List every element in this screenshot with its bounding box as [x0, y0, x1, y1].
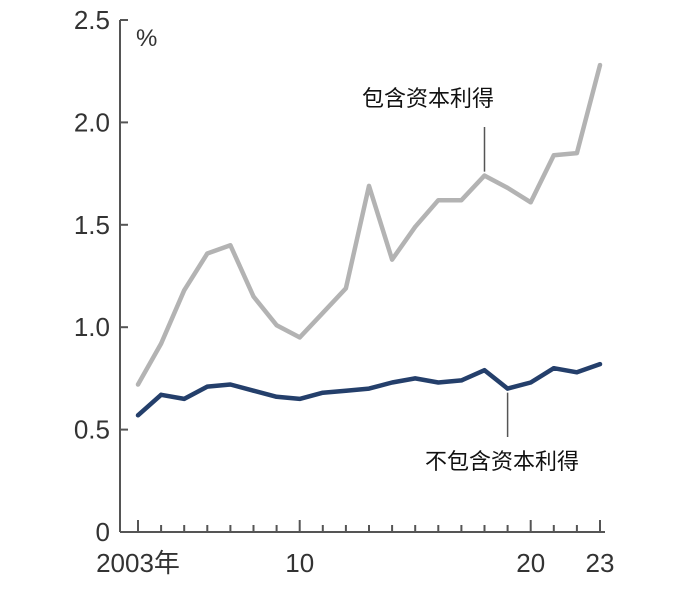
- data-point: [228, 382, 233, 387]
- data-point: [136, 382, 140, 387]
- data-point: [297, 335, 302, 340]
- x-tick-label: 2003年: [96, 548, 180, 578]
- data-point: [159, 392, 164, 397]
- series-line: [135, 62, 603, 387]
- series-label: 不包含资本利得: [425, 450, 579, 475]
- data-point: [528, 380, 533, 385]
- data-point: [390, 380, 395, 385]
- y-tick-label: 2.5: [74, 5, 110, 35]
- data-point: [482, 173, 487, 178]
- data-point: [159, 341, 164, 346]
- data-point: [367, 183, 371, 188]
- series-1: [135, 62, 603, 387]
- data-point: [205, 251, 210, 256]
- data-point: [343, 286, 348, 291]
- data-point: [343, 388, 348, 393]
- data-point: [228, 243, 233, 248]
- x-axis: 2003年 10 20 23: [96, 520, 614, 578]
- data-point: [436, 198, 441, 203]
- y-tick-label: 0: [96, 517, 110, 547]
- data-point: [551, 153, 556, 158]
- data-point: [182, 288, 187, 293]
- data-point: [274, 323, 279, 328]
- data-point: [482, 368, 487, 373]
- data-point: [320, 390, 325, 395]
- y-tick-label: 1.0: [74, 312, 110, 342]
- y-axis: 0 0.5 1.0 1.5 2.0 2.5: [74, 5, 128, 547]
- data-point: [459, 378, 464, 383]
- series-layer: [135, 62, 603, 418]
- data-point: [598, 362, 602, 367]
- data-point: [574, 151, 579, 156]
- data-point: [505, 386, 510, 391]
- series-2: [135, 361, 603, 418]
- data-point: [459, 198, 464, 203]
- data-point: [413, 224, 418, 229]
- data-point: [551, 366, 556, 371]
- data-point: [413, 376, 418, 381]
- data-point: [528, 200, 533, 205]
- series-label: 包含资本利得: [362, 87, 494, 112]
- data-point: [436, 380, 441, 385]
- x-tick-label: 10: [285, 548, 314, 578]
- data-point: [320, 310, 325, 315]
- x-tick-label: 20: [516, 548, 545, 578]
- data-point: [251, 294, 256, 299]
- data-point: [390, 257, 395, 262]
- data-point: [367, 386, 371, 391]
- data-point: [505, 185, 510, 190]
- y-tick-label: 1.5: [74, 210, 110, 240]
- x-tick-label: 23: [586, 548, 615, 578]
- data-point: [205, 384, 210, 389]
- data-point: [251, 388, 256, 393]
- data-point: [598, 63, 602, 68]
- data-point: [274, 394, 279, 399]
- data-point: [182, 396, 187, 401]
- data-point: [136, 413, 140, 418]
- y-tick-label: 0.5: [74, 415, 110, 445]
- data-point: [574, 370, 579, 375]
- y-tick-label: 2.0: [74, 107, 110, 137]
- data-point: [297, 396, 302, 401]
- y-unit-label: %: [136, 25, 157, 52]
